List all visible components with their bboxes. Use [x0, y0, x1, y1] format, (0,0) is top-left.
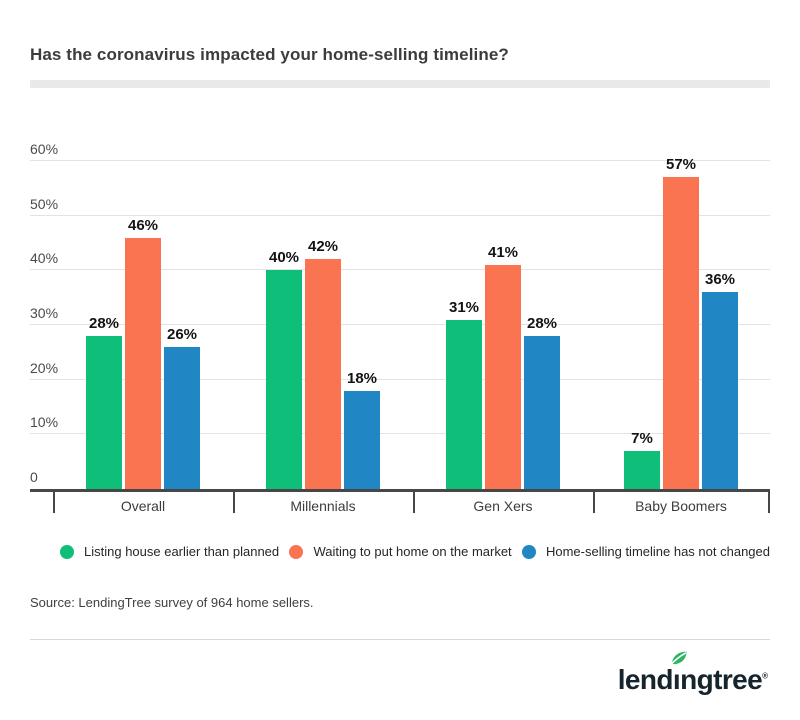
source-note: Source: LendingTree survey of 964 home s… [30, 595, 314, 610]
category-label: Baby Boomers [635, 498, 727, 514]
bar-value-label: 41% [487, 243, 519, 261]
bar-column: 31% [446, 300, 482, 489]
category-label: Millennials [290, 498, 356, 514]
y-axis-tick-label: 30% [30, 305, 59, 321]
bar [485, 264, 521, 489]
y-axis-tick-label: 0 [30, 469, 38, 485]
bar-column: 28% [524, 316, 560, 489]
legend-item: Waiting to put home on the market [289, 544, 512, 559]
bar-column: 18% [344, 371, 380, 489]
legend-item: Home-selling timeline has not changed [521, 544, 770, 559]
bar-value-label: 28% [526, 314, 558, 332]
legend-swatch [289, 544, 304, 559]
legend-label: Home-selling timeline has not changed [545, 544, 770, 559]
category-label: Overall [120, 498, 166, 514]
x-axis-tick [768, 492, 770, 513]
bar-value-label: 36% [704, 271, 736, 289]
legend-label: Listing house earlier than planned [84, 544, 280, 559]
bar-group: 31% 41% 28% [446, 245, 560, 489]
bar [266, 270, 302, 489]
y-axis-tick-label: 10% [30, 414, 59, 431]
gridline [30, 378, 770, 380]
legend-swatch [60, 544, 74, 559]
x-axis-line [30, 489, 770, 492]
legend: Listing house earlier than planned Waitin… [60, 544, 770, 559]
gridline [30, 269, 770, 271]
gridline [30, 214, 770, 216]
legend-label: Waiting to put home on the market [313, 544, 512, 559]
bar-value-label: 46% [127, 216, 159, 234]
logo-text-pre: lend [617, 664, 674, 695]
bar-value-label: 57% [665, 156, 697, 174]
bar-value-label: 31% [448, 298, 480, 316]
bar [446, 319, 482, 489]
registered-mark: ® [762, 671, 768, 681]
bar-value-label: 40% [268, 249, 300, 267]
bar [702, 292, 738, 489]
gridline [30, 433, 770, 435]
bar-column: 7% [624, 431, 660, 489]
bar-value-label: 7% [631, 429, 653, 447]
bar-group: 7% 57% 36% [624, 157, 738, 489]
bar-column: 36% [702, 272, 738, 489]
bar [125, 237, 161, 489]
bar-value-label: 18% [346, 369, 378, 387]
bar-column: 46% [125, 218, 161, 489]
bar-value-label: 42% [307, 238, 339, 256]
bar-value-label: 26% [166, 325, 198, 343]
footer-divider [30, 639, 770, 640]
bar-column: 42% [305, 239, 341, 489]
bar-column: 26% [164, 327, 200, 489]
x-axis-tick [233, 492, 235, 513]
logo-row: lendı ngtree® [30, 651, 770, 695]
gridline [30, 324, 770, 325]
logo-letter-i: ı [669, 651, 687, 695]
bar [663, 177, 699, 489]
x-axis-labels: Overall Millennials Gen Xers Baby Boomers [30, 492, 770, 518]
x-axis-tick [593, 492, 595, 513]
legend-swatch [521, 544, 536, 559]
x-axis-tick [53, 492, 55, 513]
x-axis-tick [413, 492, 415, 513]
bar-group: 40% 42% 18% [266, 239, 380, 489]
bar [344, 390, 380, 489]
bar-column: 28% [86, 316, 122, 489]
bar-chart: 60% 50% 40% 30% 20% 10% 0 28% 46% 26% 40% 42% 18% 31%… [30, 142, 770, 518]
plot-area: 60% 50% 40% 30% 20% 10% 0 28% 46% 26% 40% 42% 18% 31%… [30, 142, 770, 489]
y-axis-tick-label: 50% [30, 195, 59, 212]
bar [164, 346, 200, 489]
bar [305, 259, 341, 489]
y-axis-tick-label: 60% [30, 141, 59, 157]
legend-item: Listing house earlier than planned [60, 544, 279, 559]
bar-column: 40% [266, 250, 302, 489]
lendingtree-logo: lendı ngtree® [617, 651, 768, 695]
bar-column: 41% [485, 245, 521, 489]
title-divider-bar [30, 80, 770, 88]
logo-text-post: ngtree [680, 664, 763, 695]
chart-title: Has the coronavirus impacted your home-s… [30, 45, 509, 64]
bar [86, 335, 122, 489]
bar [624, 450, 660, 489]
y-axis-tick-label: 40% [30, 250, 59, 267]
leaf-icon [669, 651, 687, 667]
bar [524, 335, 560, 489]
category-label: Gen Xers [473, 498, 533, 514]
bar-group: 28% 46% 26% [86, 218, 200, 489]
gridline [30, 160, 770, 161]
y-axis-tick-label: 20% [30, 359, 59, 376]
bar-value-label: 28% [88, 314, 120, 332]
bar-column: 57% [663, 157, 699, 489]
